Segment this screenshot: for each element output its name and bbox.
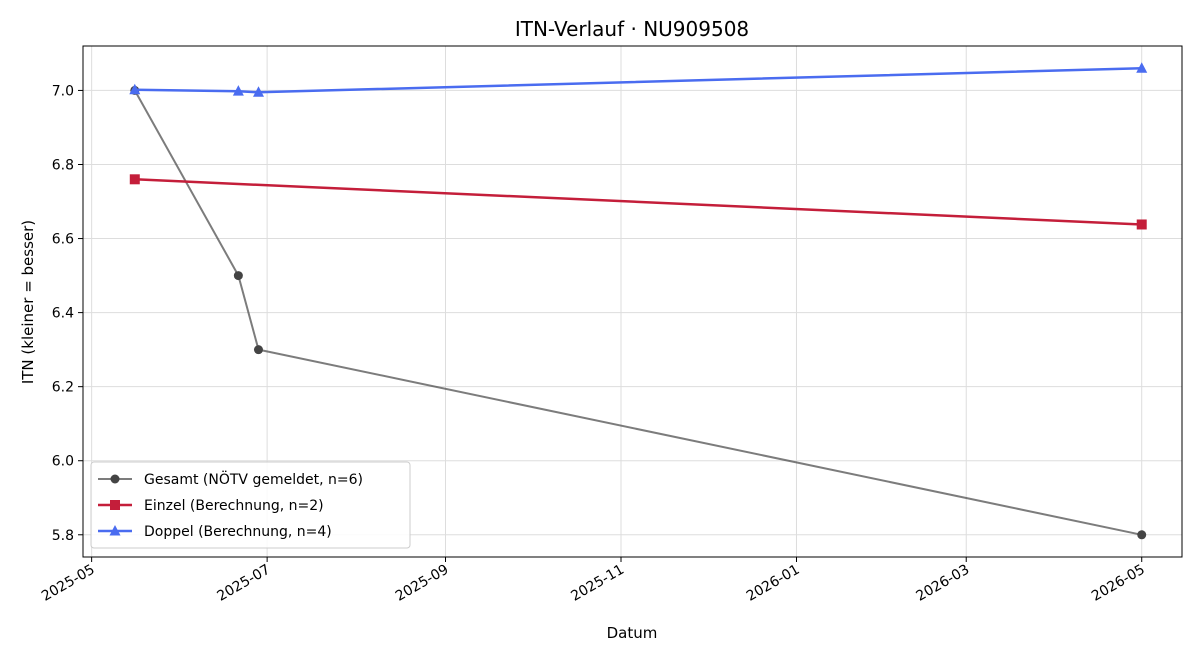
x-tick-label: 2026-03	[914, 562, 973, 605]
y-axis: 5.8 6.0 6.2 6.4 6.6 6.8 7.0	[52, 83, 83, 544]
y-tick-label: 6.2	[52, 380, 74, 396]
data-point	[129, 174, 140, 185]
y-tick-label: 6.8	[52, 157, 74, 173]
x-tick-label: 2025-05	[39, 562, 98, 605]
x-axis-label: Datum	[607, 624, 658, 642]
chart-title: ITN-Verlauf · NU909508	[515, 17, 749, 41]
series-line	[134, 66, 1142, 94]
data-point	[252, 86, 264, 97]
series-line	[134, 178, 1142, 226]
x-tick-label: 2026-05	[1089, 562, 1148, 605]
x-tick-label: 2026-01	[744, 562, 803, 605]
legend-item: Gesamt (NÖTV gemeldet, n=6)	[98, 470, 363, 488]
data-point	[253, 345, 263, 355]
data-point	[232, 85, 244, 96]
x-tick-label: 2025-09	[393, 562, 452, 605]
series-square	[129, 174, 1147, 230]
legend-marker	[110, 500, 120, 510]
x-tick-label: 2025-11	[568, 562, 627, 605]
series-triangle	[129, 62, 1148, 97]
legend-marker	[110, 474, 120, 484]
legend-label: Gesamt (NÖTV gemeldet, n=6)	[144, 470, 363, 488]
y-tick-label: 5.8	[52, 528, 74, 544]
legend: Gesamt (NÖTV gemeldet, n=6) Einzel (Berec…	[90, 461, 411, 549]
plot-frame	[82, 45, 1183, 558]
y-tick-label: 6.4	[52, 306, 74, 322]
data-point	[129, 83, 141, 95]
data-point	[1136, 219, 1147, 230]
legend-item: Einzel (Berechnung, n=2)	[98, 498, 324, 514]
y-tick-label: 6.0	[52, 454, 74, 470]
grid	[83, 46, 1182, 557]
y-axis-label: ITN (kleiner = besser)	[19, 220, 37, 384]
legend-box	[90, 461, 411, 549]
y-tick-label: 6.6	[52, 232, 74, 248]
data-point	[1136, 62, 1148, 73]
x-axis: 2025-05 2025-07 2025-09 2025-11 2026-01 2026-…	[39, 557, 1148, 605]
legend-marker	[109, 525, 121, 536]
data-point	[1137, 530, 1147, 540]
y-tick-label: 7.0	[52, 83, 74, 99]
data-point	[233, 271, 243, 281]
legend-item: Doppel (Berechnung, n=4)	[98, 524, 332, 540]
legend-label: Doppel (Berechnung, n=4)	[144, 524, 332, 540]
series-group	[129, 62, 1148, 540]
legend-label: Einzel (Berechnung, n=2)	[144, 498, 324, 514]
series-line	[133, 89, 1142, 536]
x-tick-label: 2025-07	[214, 562, 273, 605]
